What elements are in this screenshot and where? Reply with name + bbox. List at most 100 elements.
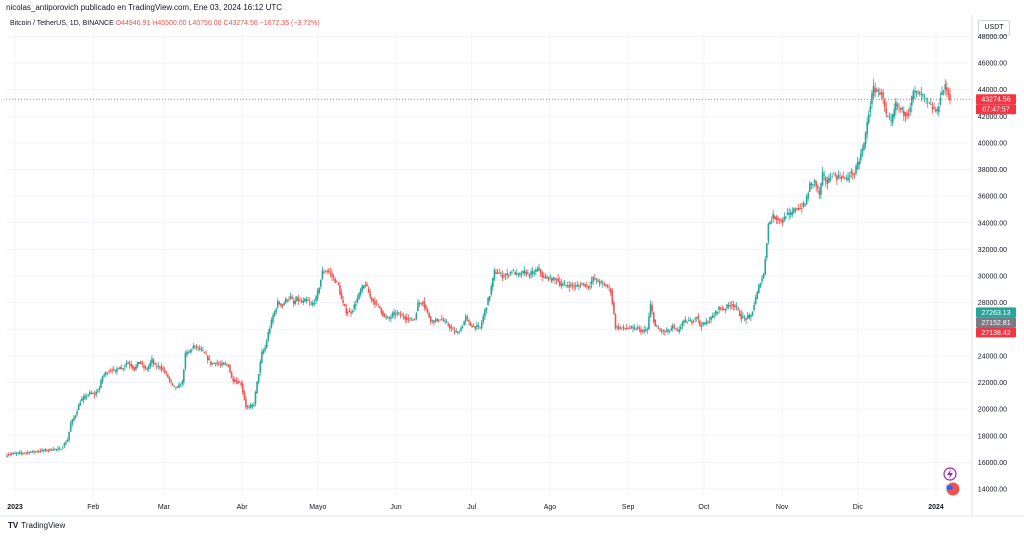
candle-body	[501, 274, 504, 279]
candle-body	[410, 319, 413, 321]
candle-body	[418, 303, 421, 305]
price-level-label-2: 27152.81	[981, 320, 1010, 327]
candle-body	[796, 208, 798, 210]
candle-body	[557, 278, 559, 282]
us-flag-canton-icon	[946, 485, 953, 490]
candle-body	[926, 100, 929, 102]
candle-body	[302, 300, 305, 303]
candle-body	[713, 315, 716, 317]
candle-body	[578, 285, 580, 286]
candle-body	[670, 328, 673, 331]
candle-body	[359, 289, 362, 295]
candle-body	[109, 370, 112, 372]
candle-body	[813, 180, 816, 183]
candle-body	[345, 307, 348, 314]
x-tick-label: Jul	[467, 504, 476, 511]
candle-body	[87, 394, 90, 396]
candle-body	[616, 325, 618, 327]
candle-body	[283, 303, 285, 306]
candle-body	[780, 219, 782, 222]
candle-body	[200, 349, 203, 350]
candle-body	[181, 381, 184, 385]
candle-body	[453, 330, 456, 333]
candle-body	[173, 385, 176, 387]
candle-body	[423, 301, 426, 307]
candle-body	[270, 319, 273, 328]
candle-body	[781, 220, 784, 224]
y-tick-label: 38000.00	[978, 167, 1007, 174]
candle-body	[227, 364, 230, 367]
candle-body	[339, 285, 341, 295]
candle-body	[332, 276, 335, 278]
candle-body	[734, 305, 736, 307]
candle-body	[90, 393, 93, 394]
candle-body	[176, 386, 179, 388]
candle-body	[617, 327, 620, 329]
y-tick-label: 36000.00	[978, 194, 1007, 201]
candle-body	[304, 298, 306, 302]
candle-body	[144, 367, 147, 369]
candle-body	[922, 94, 924, 96]
candle-body	[407, 318, 410, 319]
candle-body	[308, 301, 311, 303]
candle-body	[762, 274, 765, 278]
candle-body	[887, 115, 889, 117]
candle-body	[136, 362, 139, 367]
candle-body	[694, 318, 696, 320]
candle-body	[58, 448, 61, 450]
candle-body	[52, 449, 54, 451]
candle-body	[348, 311, 351, 312]
candle-body	[14, 453, 16, 454]
candle-body	[246, 406, 249, 408]
candle-body	[801, 208, 803, 209]
candle-body	[611, 290, 614, 304]
candle-body	[235, 380, 238, 382]
candle-body	[15, 452, 18, 454]
x-tick-label: Sep	[622, 504, 635, 511]
y-tick-label: 28000.00	[978, 300, 1007, 307]
candle-body	[171, 383, 174, 386]
candle-body	[133, 367, 136, 371]
candle-body	[633, 327, 636, 329]
candle-body	[664, 331, 666, 333]
candle-body	[668, 331, 671, 332]
candle-body	[76, 411, 78, 415]
candle-body	[53, 448, 56, 450]
candle-body	[500, 272, 502, 274]
candle-body	[844, 177, 846, 179]
candle-body	[307, 299, 309, 301]
candle-body	[452, 328, 454, 330]
candle-body	[899, 107, 902, 110]
candle-body	[186, 352, 188, 355]
candle-body	[705, 321, 708, 324]
candle-body	[441, 318, 443, 320]
candle-body	[652, 312, 655, 322]
candle-body	[437, 320, 440, 322]
currency-button[interactable]: USDT	[978, 20, 1010, 36]
candle-body	[363, 285, 365, 289]
candle-body	[95, 391, 98, 395]
candle-body	[554, 278, 556, 280]
candle-body	[259, 361, 262, 373]
candle-body	[469, 322, 472, 326]
candle-body	[745, 318, 747, 320]
candle-body	[429, 316, 432, 323]
candle-body	[393, 312, 395, 315]
candle-body	[195, 347, 198, 348]
x-tick-label: Mar	[158, 504, 171, 511]
candle-body	[28, 452, 31, 454]
candle-body	[901, 107, 904, 110]
candle-body	[47, 450, 50, 451]
tradingview-logo[interactable]: TV TradingView	[8, 521, 65, 530]
candle-body	[92, 393, 94, 395]
symbol-title[interactable]: Bitcoin / TetherUS, 1D, BINANCE	[10, 20, 114, 27]
y-tick-label: 14000.00	[978, 487, 1007, 494]
candle-body	[85, 396, 88, 398]
candle-body	[233, 379, 236, 382]
candle-body	[205, 353, 207, 355]
candle-body	[871, 93, 873, 105]
x-tick-label: Ago	[544, 504, 557, 511]
candle-body	[157, 365, 160, 367]
candle-body	[120, 367, 123, 369]
